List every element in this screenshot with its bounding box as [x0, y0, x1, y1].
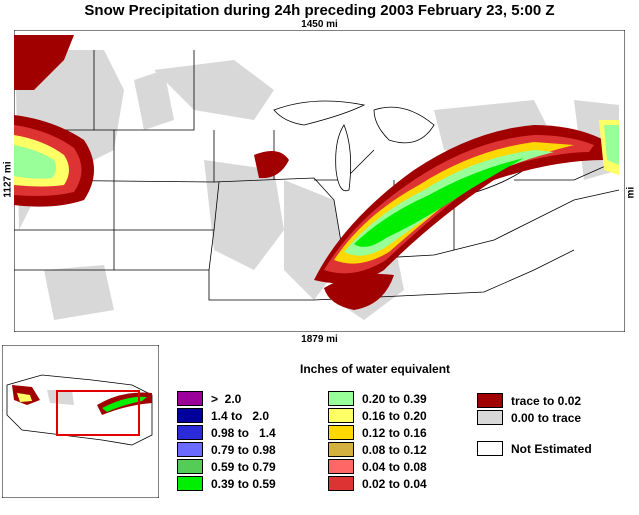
legend-label: > 2.0: [211, 391, 242, 406]
legend-label: 0.98 to 1.4: [211, 425, 276, 440]
legend-item: 1.4 to 2.0: [177, 407, 269, 424]
legend-swatch: [328, 476, 354, 491]
legend-swatch: [177, 391, 203, 406]
legend-item: 0.39 to 0.59: [177, 475, 276, 492]
legend-label: 0.59 to 0.79: [211, 459, 276, 474]
legend-item: > 2.0: [177, 390, 241, 407]
conus-outline: [6, 374, 153, 446]
legend-label: trace to 0.02: [511, 393, 582, 408]
legend-label: 0.39 to 0.59: [211, 476, 276, 491]
legend-swatch: [328, 425, 354, 440]
inset-focus-box: [56, 390, 140, 436]
legend-swatch: [477, 393, 503, 408]
legend-label: 1.4 to 2.0: [211, 408, 270, 423]
legend-item: 0.12 to 0.16: [328, 424, 427, 441]
legend-label: 0.04 to 0.08: [362, 459, 427, 474]
legend-label: 0.12 to 0.16: [362, 425, 427, 440]
legend-swatch: [477, 410, 503, 425]
map-title: Snow Precipitation during 24h preceding …: [84, 2, 555, 19]
legend-item: 0.79 to 0.98: [177, 441, 276, 458]
snow-bands: [14, 35, 619, 310]
legend-item: trace to 0.02: [477, 392, 581, 409]
legend-label: 0.08 to 0.12: [362, 442, 427, 457]
legend-swatch: [328, 408, 354, 423]
legend-swatch: [328, 391, 354, 406]
legend-item: 0.98 to 1.4: [177, 424, 276, 441]
legend-item: 0.04 to 0.08: [328, 458, 427, 475]
legend-swatch: [477, 441, 503, 456]
legend-item: 0.02 to 0.04: [328, 475, 427, 492]
legend-item: 0.59 to 0.79: [177, 458, 276, 475]
legend-swatch: [328, 442, 354, 457]
legend-item: 0.16 to 0.20: [328, 407, 427, 424]
legend-item: 0.00 to trace: [477, 409, 581, 426]
legend-label: 0.79 to 0.98: [211, 442, 276, 457]
legend-swatch: [177, 408, 203, 423]
main-map: [14, 30, 625, 332]
left-distance-label: 1127 mi: [2, 161, 14, 198]
legend-title: Inches of water equivalent: [300, 362, 451, 376]
legend-swatch: [177, 442, 203, 457]
inset-map: [2, 345, 159, 498]
legend-swatch: [328, 459, 354, 474]
bottom-distance-label: 1879 mi: [301, 334, 338, 345]
legend-swatch: [177, 476, 203, 491]
legend-item-not-estimated: Not Estimated: [477, 440, 592, 457]
legend-swatch: [177, 459, 203, 474]
legend-label: 0.02 to 0.04: [362, 476, 427, 491]
legend-label: 0.16 to 0.20: [362, 408, 427, 423]
legend-swatch: [177, 425, 203, 440]
top-distance-label: 1450 mi: [301, 19, 338, 30]
legend-item: 0.08 to 0.12: [328, 441, 427, 458]
legend-label: Not Estimated: [511, 441, 592, 456]
legend-label: 0.00 to trace: [511, 410, 582, 425]
legend-item: 0.20 to 0.39: [328, 390, 427, 407]
legend-label: 0.20 to 0.39: [362, 391, 427, 406]
